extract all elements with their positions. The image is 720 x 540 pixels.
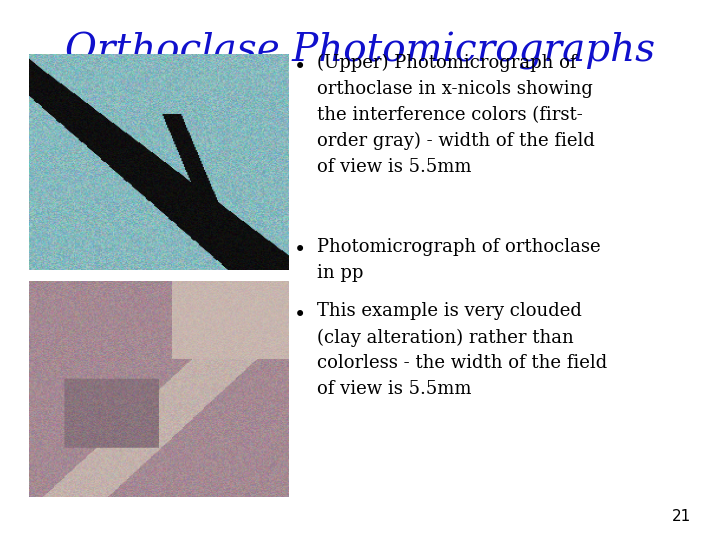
Text: colorless - the width of the field: colorless - the width of the field (317, 354, 607, 372)
Text: Orthoclase Photomicrographs: Orthoclase Photomicrographs (65, 32, 655, 70)
Text: of view is 5.5mm: of view is 5.5mm (317, 380, 472, 398)
Text: (clay alteration) rather than: (clay alteration) rather than (317, 328, 574, 347)
Text: This example is very clouded: This example is very clouded (317, 302, 582, 320)
Text: •: • (294, 305, 306, 325)
Text: (Upper) Photomicrograph of: (Upper) Photomicrograph of (317, 54, 576, 72)
Text: the interference colors (first-: the interference colors (first- (317, 106, 582, 124)
Text: •: • (294, 57, 306, 77)
Text: •: • (294, 240, 306, 260)
Text: orthoclase in x-nicols showing: orthoclase in x-nicols showing (317, 80, 593, 98)
Text: of view is 5.5mm: of view is 5.5mm (317, 158, 472, 176)
Text: Photomicrograph of orthoclase: Photomicrograph of orthoclase (317, 238, 600, 255)
Text: in pp: in pp (317, 264, 363, 281)
Text: order gray) - width of the field: order gray) - width of the field (317, 132, 595, 150)
Text: 21: 21 (672, 509, 691, 524)
